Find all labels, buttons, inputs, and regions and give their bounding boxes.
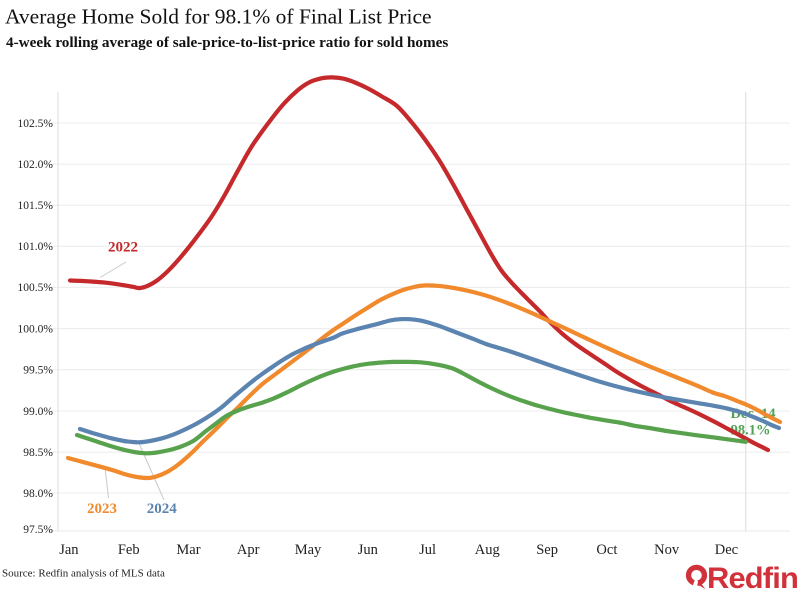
svg-text:Average Home Sold for 98.1% of: Average Home Sold for 98.1% of Final Lis…	[5, 5, 432, 29]
svg-text:4-week rolling average of sale: 4-week rolling average of sale-price-to-…	[6, 34, 448, 51]
svg-text:Jul: Jul	[419, 542, 436, 558]
svg-text:99.0%: 99.0%	[23, 406, 53, 418]
svg-text:Feb: Feb	[118, 542, 140, 558]
svg-text:100.5%: 100.5%	[18, 282, 54, 294]
svg-text:98.5%: 98.5%	[23, 447, 53, 459]
svg-text:Apr: Apr	[237, 542, 260, 558]
svg-text:May: May	[295, 542, 322, 558]
svg-text:Nov: Nov	[654, 542, 680, 558]
svg-text:2024: 2024	[147, 501, 178, 517]
svg-text:Jun: Jun	[358, 542, 379, 558]
svg-text:2022: 2022	[108, 240, 138, 256]
svg-text:Jan: Jan	[59, 542, 79, 558]
svg-text:100.0%: 100.0%	[18, 323, 54, 335]
svg-text:101.0%: 101.0%	[18, 241, 54, 253]
svg-text:101.5%: 101.5%	[18, 200, 54, 212]
svg-text:99.5%: 99.5%	[23, 365, 53, 377]
svg-text:102.0%: 102.0%	[18, 159, 54, 171]
svg-text:Oct: Oct	[596, 542, 617, 558]
svg-text:98.0%: 98.0%	[23, 488, 53, 500]
svg-text:Dec: Dec	[715, 542, 738, 558]
svg-text:Source: Redfin analysis of MLS: Source: Redfin analysis of MLS data	[2, 568, 165, 580]
svg-text:Mar: Mar	[176, 542, 200, 558]
svg-text:102.5%: 102.5%	[18, 118, 54, 130]
svg-text:Redfin: Redfin	[707, 562, 798, 590]
svg-text:Dec. 14: Dec. 14	[730, 406, 775, 422]
svg-text:Sep: Sep	[536, 542, 558, 558]
svg-text:2023: 2023	[87, 501, 117, 517]
svg-text:Aug: Aug	[475, 542, 500, 558]
svg-text:97.5%: 97.5%	[23, 524, 53, 536]
